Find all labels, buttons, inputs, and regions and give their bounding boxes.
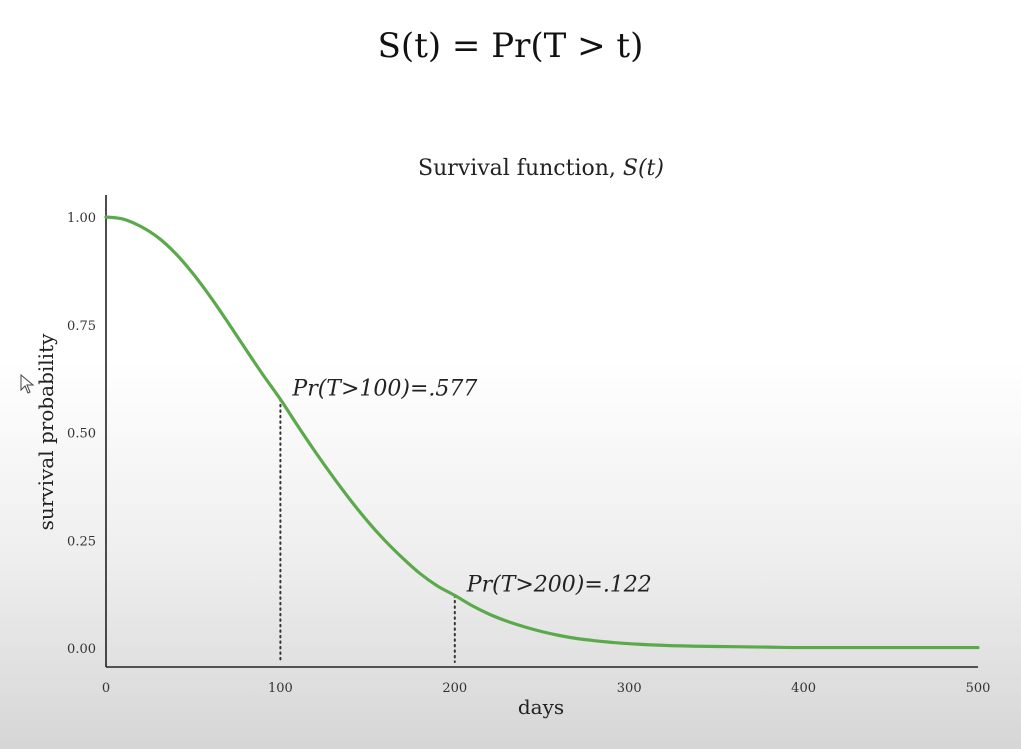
x-tick-label: 300 <box>617 681 642 696</box>
y-tick-label: 1.00 <box>67 211 96 226</box>
x-tick-label: 100 <box>268 681 293 696</box>
chart-series <box>104 215 980 650</box>
chart-axes <box>105 195 978 668</box>
chart-title: Survival function, S(t) <box>418 156 664 181</box>
y-tick-label: 0.50 <box>67 427 96 442</box>
annotation-label: Pr(T>200)=.122 <box>466 572 652 597</box>
survival-formula: S(t) = Pr(T > t) <box>0 26 1021 66</box>
x-tick-label: 500 <box>966 681 991 696</box>
annotation-label: Pr(T>100)=.577 <box>291 376 477 401</box>
x-axis-label: days <box>518 695 564 719</box>
annotation-guides <box>279 398 456 663</box>
chart-title-math: S(t) <box>623 156 664 181</box>
y-tick-label: 0.25 <box>67 534 96 549</box>
y-tick-label: 0.00 <box>67 642 96 657</box>
x-tick-label: 0 <box>102 681 110 696</box>
chart-title-prefix: Survival function, <box>418 156 623 181</box>
survival-curve-line <box>104 215 980 650</box>
mouse-pointer-icon <box>20 374 35 394</box>
chart-annotations: Pr(T>100)=.577 Pr(T>200)=.122 <box>291 376 651 597</box>
y-axis-label: survival probability <box>34 333 58 531</box>
formula-text: S(t) = Pr(T > t) <box>377 26 644 66</box>
y-tick-label: 0.75 <box>67 319 96 334</box>
x-tick-label: 200 <box>442 681 467 696</box>
chart-ticks: 0 100 200 300 400 500 0.00 0.25 0.50 0.75 1.00 <box>67 211 990 696</box>
x-tick-label: 400 <box>791 681 816 696</box>
